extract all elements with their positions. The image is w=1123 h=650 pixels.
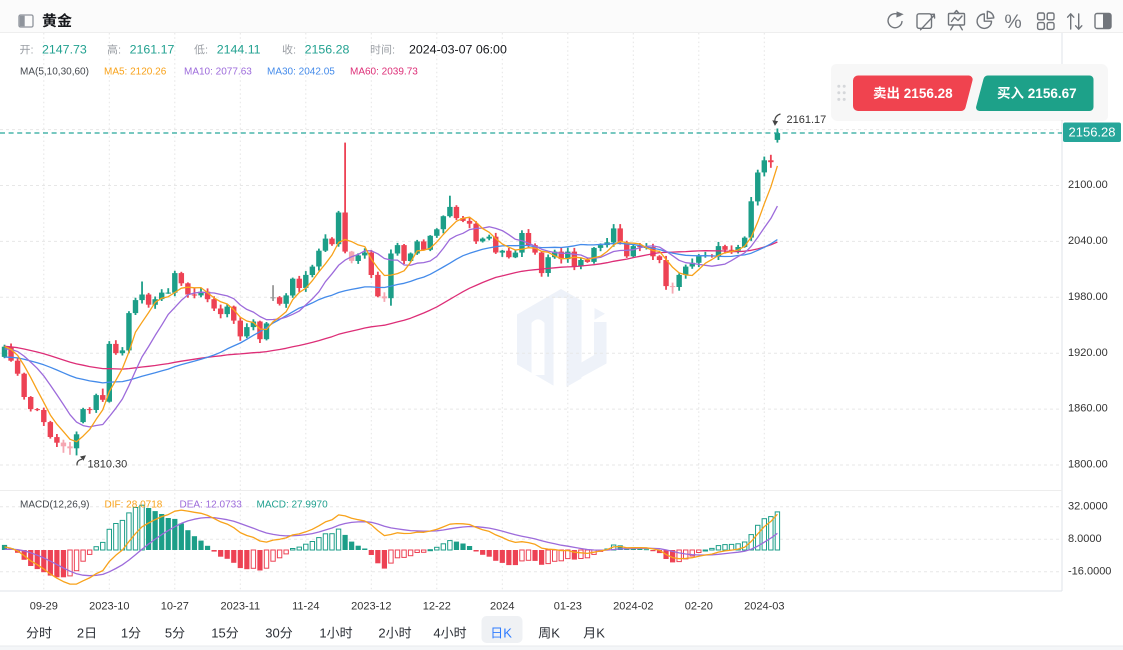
svg-text:1860.00: 1860.00 <box>1068 403 1108 415</box>
svg-text:2156.28: 2156.28 <box>1069 125 1116 140</box>
svg-text::: : <box>293 45 296 57</box>
svg-text:2161.17: 2161.17 <box>130 43 175 57</box>
svg-text:%: % <box>1004 11 1021 33</box>
svg-text:1: 1 <box>121 626 128 641</box>
svg-text:02-20: 02-20 <box>685 601 713 613</box>
svg-text:MA60: 2039.73: MA60: 2039.73 <box>350 67 418 78</box>
svg-text:K: K <box>503 626 512 641</box>
svg-text:01-23: 01-23 <box>554 601 582 613</box>
svg-text:8.0000: 8.0000 <box>1068 533 1102 545</box>
svg-text:2156.67: 2156.67 <box>1028 86 1077 101</box>
svg-text:2024: 2024 <box>490 601 514 613</box>
svg-text:MA10: 2077.63: MA10: 2077.63 <box>184 67 252 78</box>
svg-text:11-24: 11-24 <box>292 601 319 613</box>
svg-text:2161.17: 2161.17 <box>787 114 827 126</box>
svg-text:1920.00: 1920.00 <box>1068 347 1108 359</box>
svg-text:32.0000: 32.0000 <box>1068 500 1108 512</box>
svg-text:2023-11: 2023-11 <box>221 601 261 613</box>
svg-text:30: 30 <box>265 626 279 641</box>
svg-text::: : <box>205 45 208 57</box>
svg-text:2156.28: 2156.28 <box>904 86 953 101</box>
svg-text:2023-10: 2023-10 <box>89 601 129 613</box>
svg-text:2023-12: 2023-12 <box>351 601 391 613</box>
svg-text:MA(5,10,30,60): MA(5,10,30,60) <box>20 67 89 78</box>
svg-text:K: K <box>551 626 560 641</box>
svg-text:1980.00: 1980.00 <box>1068 291 1108 303</box>
svg-text:12-22: 12-22 <box>423 601 451 613</box>
svg-text:2147.73: 2147.73 <box>42 43 87 57</box>
svg-text:5: 5 <box>165 626 172 641</box>
svg-text:15: 15 <box>211 626 225 641</box>
svg-text:1: 1 <box>319 626 326 641</box>
svg-text:2156.28: 2156.28 <box>305 43 350 57</box>
svg-text:2024-03-07 06:00: 2024-03-07 06:00 <box>409 43 507 57</box>
svg-text::: : <box>31 45 34 57</box>
svg-text:MA5: 2120.26: MA5: 2120.26 <box>104 67 167 78</box>
svg-text:2040.00: 2040.00 <box>1068 235 1108 247</box>
svg-text:DEA: 12.0733: DEA: 12.0733 <box>180 500 243 511</box>
svg-text:1800.00: 1800.00 <box>1068 459 1108 471</box>
svg-text:09-29: 09-29 <box>30 601 58 613</box>
svg-text:MA30: 2042.05: MA30: 2042.05 <box>267 67 335 78</box>
svg-text:-16.0000: -16.0000 <box>1068 565 1111 577</box>
svg-text:1810.30: 1810.30 <box>88 459 128 471</box>
svg-text:K: K <box>596 626 605 641</box>
svg-text:2144.11: 2144.11 <box>217 43 261 57</box>
svg-text:2024-02: 2024-02 <box>613 601 653 613</box>
svg-text::: : <box>118 45 121 57</box>
svg-text:DIF: 28.0718: DIF: 28.0718 <box>105 500 163 511</box>
svg-text:10-27: 10-27 <box>161 601 189 613</box>
svg-text:MACD(12,26,9): MACD(12,26,9) <box>20 500 89 511</box>
svg-text:2: 2 <box>77 626 84 641</box>
svg-text:2: 2 <box>378 626 385 641</box>
svg-text:MACD: 27.9970: MACD: 27.9970 <box>257 500 329 511</box>
svg-text::: : <box>392 45 395 57</box>
svg-text:2024-03: 2024-03 <box>744 601 784 613</box>
svg-text:4: 4 <box>433 626 440 641</box>
svg-text:2100.00: 2100.00 <box>1068 179 1108 191</box>
